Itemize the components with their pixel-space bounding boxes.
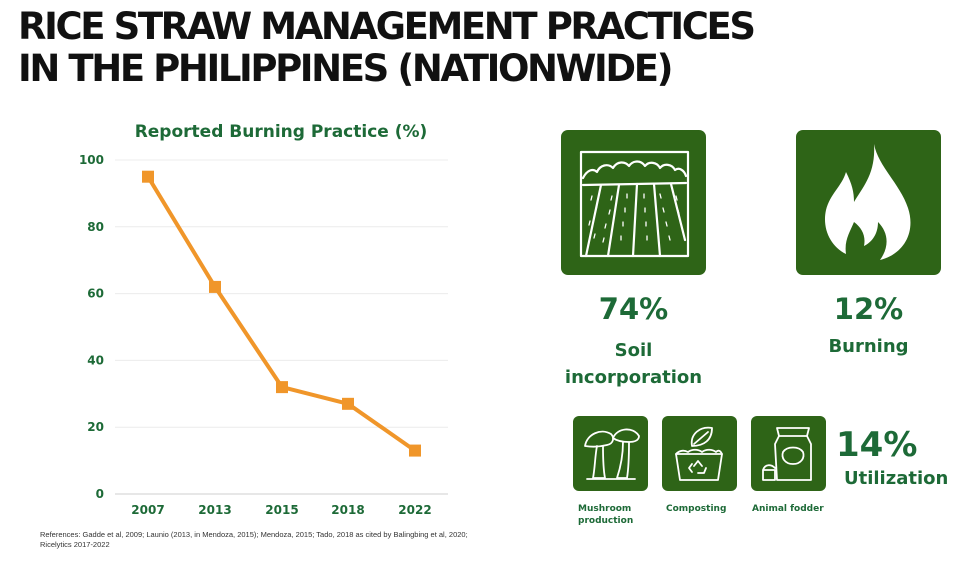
y-tick-label: 80 <box>87 220 104 234</box>
x-axis-ticks: 2007 2013 2015 2018 2022 <box>131 503 431 517</box>
burning-series-line <box>146 175 417 453</box>
burning-icon-box <box>796 130 941 275</box>
fodder-icon <box>762 427 812 481</box>
page-title-line-2: IN THE PHILIPPINES (NATIONWIDE) <box>18 47 673 90</box>
y-tick-label: 40 <box>87 353 104 367</box>
soil-incorporation-label-line-2: incorporation <box>564 367 703 388</box>
composting-label: Composting <box>666 504 727 514</box>
animal-fodder-icon-box <box>751 416 826 491</box>
burning-practice-line-chart: Reported Burning Practice (%) 0 20 40 60 80 1… <box>79 122 448 517</box>
field-icon <box>579 150 690 258</box>
utilization-label: Utilization <box>844 468 949 489</box>
data-point-2022 <box>409 444 421 457</box>
references-line-1: References: Gadde et al, 2009; Launio (2… <box>40 530 468 539</box>
references-line-2: Ricelytics 2017-2022 <box>40 540 110 549</box>
x-tick-label: 2013 <box>198 503 231 517</box>
data-point-2007 <box>142 170 154 183</box>
compost-icon <box>675 426 723 481</box>
y-tick-label: 20 <box>87 420 104 434</box>
animal-fodder-label: Animal fodder <box>752 504 824 514</box>
chart-title: Reported Burning Practice (%) <box>135 122 428 142</box>
soil-incorporation-percent: 74% <box>598 292 669 326</box>
page-title-line-1: RICE STRAW MANAGEMENT PRACTICES <box>18 5 756 48</box>
flame-icon <box>824 144 911 260</box>
data-point-2018 <box>342 397 354 410</box>
data-point-2015 <box>276 381 288 394</box>
mushroom-production-label: Mushroom production <box>578 503 658 527</box>
burning-label: Burning <box>828 336 909 357</box>
mushroom-icon-box <box>573 416 648 491</box>
composting-icon-box <box>662 416 737 491</box>
soil-incorporation-label: Soil incorporation <box>551 337 716 391</box>
y-axis-ticks: 0 20 40 60 80 100 <box>79 153 104 501</box>
mushroom-icon <box>584 428 640 480</box>
x-tick-label: 2015 <box>265 503 298 517</box>
soil-incorporation-label-line-1: Soil <box>614 340 653 361</box>
references: References: Gadde et al, 2009; Launio (2… <box>40 530 510 550</box>
y-tick-label: 100 <box>79 153 104 167</box>
page-title: RICE STRAW MANAGEMENT PRACTICES IN THE P… <box>18 5 756 90</box>
data-point-2013 <box>209 280 221 293</box>
x-tick-label: 2022 <box>398 503 431 517</box>
burning-series-markers <box>142 170 421 457</box>
x-tick-label: 2018 <box>331 503 364 517</box>
y-tick-label: 60 <box>87 287 104 301</box>
x-tick-label: 2007 <box>131 503 164 517</box>
chart-gridlines <box>115 159 448 495</box>
utilization-percent: 14% <box>836 425 918 465</box>
soil-incorporation-icon-box <box>561 130 706 275</box>
y-tick-label: 0 <box>96 487 104 501</box>
mushroom-production-label-line-1: Mushroom <box>578 504 632 514</box>
burning-percent: 12% <box>833 292 904 326</box>
mushroom-production-label-line-2: production <box>578 516 634 526</box>
